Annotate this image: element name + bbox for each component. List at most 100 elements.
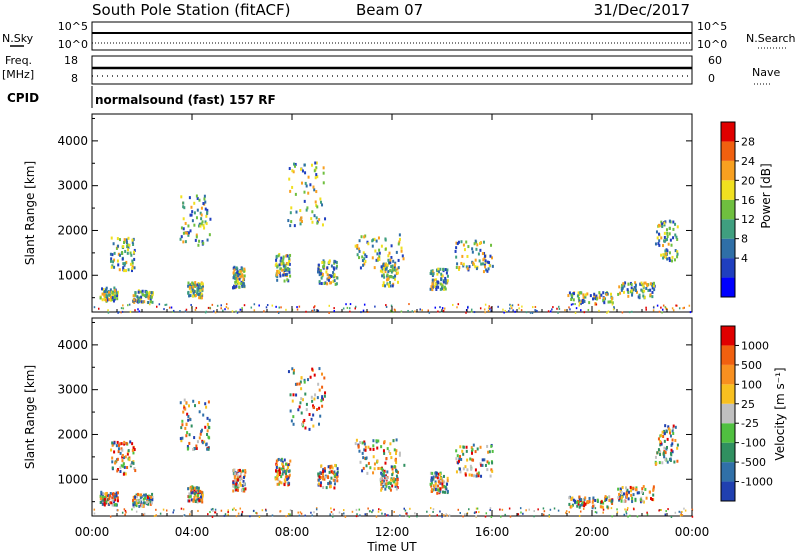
velocity-echo-cell bbox=[316, 396, 319, 400]
power-echo-cell bbox=[388, 284, 391, 288]
power-echo-cell bbox=[313, 309, 316, 312]
power-echo-cell bbox=[574, 311, 577, 314]
power-echo-cell bbox=[630, 283, 633, 287]
velocity-echo-cell bbox=[430, 476, 433, 480]
velocity-echo-cell bbox=[625, 495, 628, 499]
power-echo-cell bbox=[293, 224, 296, 228]
velocity-echo-cell bbox=[652, 485, 655, 489]
velocity-echo-cell bbox=[574, 499, 577, 503]
power-echo-cell bbox=[311, 220, 314, 224]
velocity-echo-cell bbox=[120, 442, 123, 446]
power-echo-cell bbox=[336, 276, 339, 280]
velocity-echo-cell bbox=[439, 510, 441, 513]
power-echo-cell bbox=[258, 304, 260, 307]
velocity-echo-cell bbox=[194, 447, 197, 451]
velocity-echo-cell bbox=[380, 483, 383, 487]
power-echo-cell bbox=[110, 265, 113, 269]
velocity-echo-cell bbox=[381, 512, 383, 515]
power-echo-cell bbox=[482, 240, 485, 244]
power-echo-cell bbox=[322, 181, 325, 185]
power-echo-cell bbox=[388, 251, 391, 255]
power-echo-cell bbox=[391, 284, 394, 288]
velocity-echo-cell bbox=[200, 428, 203, 432]
power-echo-cell bbox=[280, 306, 282, 309]
power-echo-cell bbox=[570, 298, 573, 302]
power-echo-cell bbox=[118, 268, 121, 272]
power-echo-cell bbox=[676, 237, 679, 241]
velocity-echo-cell bbox=[197, 493, 200, 497]
power-echo-cell bbox=[136, 295, 139, 299]
velocity-echo-cell bbox=[480, 463, 483, 467]
velocity-echo-cell bbox=[568, 511, 571, 514]
velocity-echo-cell bbox=[201, 441, 204, 445]
velocity-echo-cell bbox=[382, 449, 385, 453]
velocity-echo-cell bbox=[602, 501, 605, 505]
velocity-echo-cell bbox=[310, 395, 313, 399]
velocity-colorbar-tick-label: 25 bbox=[741, 398, 755, 411]
power-echo-cell bbox=[129, 310, 132, 313]
power-echo-cell bbox=[428, 311, 431, 314]
velocity-echo-cell bbox=[151, 498, 154, 502]
power-echo-cell bbox=[195, 216, 198, 220]
velocity-echo-cell bbox=[280, 475, 283, 479]
velocity-echo-cell bbox=[392, 439, 395, 443]
velocity-echo-cell bbox=[289, 409, 292, 413]
power-echo-cell bbox=[289, 211, 292, 215]
power-echo-cell bbox=[444, 268, 447, 272]
power-echo-cell bbox=[460, 261, 463, 265]
velocity-echo-cell bbox=[592, 498, 595, 502]
power-echo-cell bbox=[115, 291, 118, 295]
velocity-y-tick-label: 1000 bbox=[57, 472, 88, 486]
power-echo-cell bbox=[577, 296, 580, 300]
power-echo-cell bbox=[580, 303, 582, 306]
power-echo-cell bbox=[206, 238, 209, 242]
velocity-echo-cell bbox=[198, 401, 201, 405]
velocity-echo-cell bbox=[372, 455, 375, 459]
power-echo-cell bbox=[663, 221, 666, 225]
velocity-echo-cell bbox=[387, 514, 389, 517]
velocity-echo-cell bbox=[196, 440, 199, 444]
velocity-echo-cell bbox=[657, 437, 660, 441]
power-echo-cell bbox=[194, 284, 197, 288]
velocity-echo-cell bbox=[181, 436, 184, 440]
velocity-echo-cell bbox=[206, 422, 209, 426]
velocity-echo-cell bbox=[186, 445, 189, 449]
power-echo-cell bbox=[278, 263, 281, 267]
velocity-echo-cell bbox=[487, 461, 490, 465]
velocity-echo-cell bbox=[332, 478, 335, 482]
velocity-echo-cell bbox=[331, 515, 334, 518]
power-echo-cell bbox=[669, 238, 672, 242]
velocity-echo-cell bbox=[674, 438, 677, 442]
velocity-echo-cell bbox=[621, 486, 624, 490]
power-echo-cell bbox=[288, 270, 291, 274]
velocity-echo-cell bbox=[186, 412, 189, 416]
velocity-echo-cell bbox=[533, 510, 535, 513]
power-echo-cell bbox=[660, 253, 663, 257]
power-echo-cell bbox=[105, 290, 108, 294]
velocity-echo-cell bbox=[329, 485, 332, 489]
velocity-echo-cell bbox=[617, 487, 620, 491]
velocity-echo-cell bbox=[313, 511, 315, 514]
power-echo-cell bbox=[126, 251, 129, 255]
power-echo-cell bbox=[665, 307, 667, 310]
velocity-echo-cell bbox=[354, 442, 357, 446]
power-echo-cell bbox=[471, 250, 474, 254]
velocity-echo-cell bbox=[619, 487, 622, 491]
power-echo-cell bbox=[649, 288, 652, 292]
power-echo-cell bbox=[598, 293, 601, 297]
power-echo-cell bbox=[216, 304, 219, 307]
velocity-echo-cell bbox=[391, 473, 394, 477]
velocity-colorbar-label: Velocity [m s⁻¹] bbox=[773, 367, 787, 460]
velocity-echo-cell bbox=[390, 456, 393, 460]
velocity-echo-cell bbox=[669, 434, 672, 438]
power-echo-cell bbox=[488, 264, 491, 268]
velocity-echo-cell bbox=[664, 451, 667, 455]
velocity-echo-cell bbox=[528, 508, 531, 511]
power-echo-cell bbox=[106, 296, 109, 300]
power-echo-cell bbox=[578, 304, 580, 307]
velocity-echo-cell bbox=[491, 449, 494, 453]
power-echo-cell bbox=[190, 213, 193, 217]
velocity-echo-cell bbox=[101, 502, 104, 506]
power-echo-cell bbox=[227, 307, 229, 310]
